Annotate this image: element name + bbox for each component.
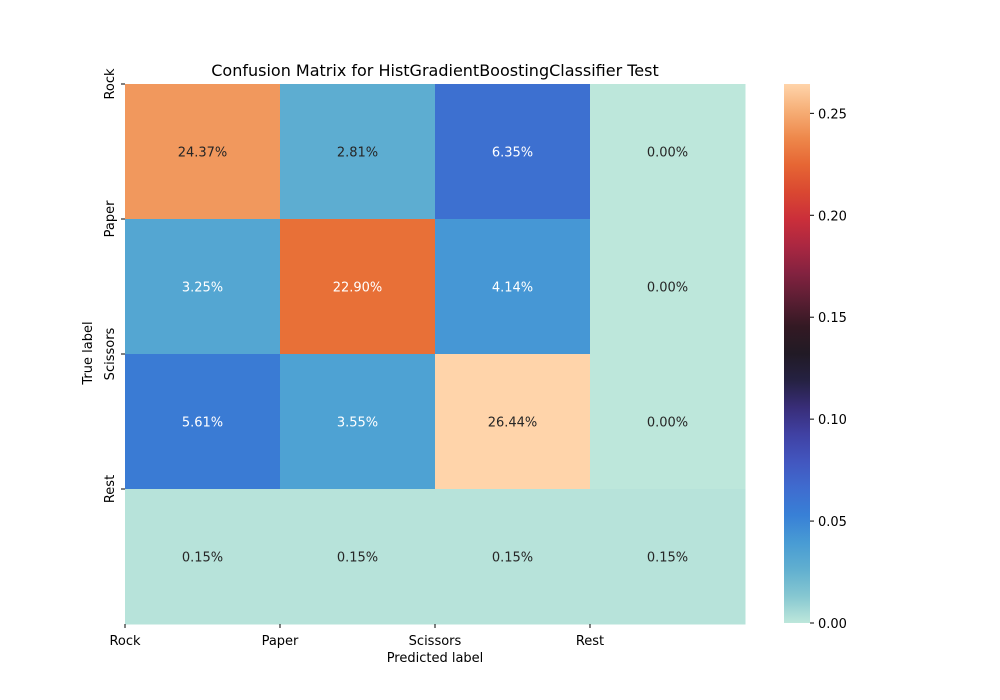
heatmap-cell-3-2	[435, 489, 591, 625]
heatmap-cells	[125, 84, 746, 625]
cell-annotation-3-0: 0.15%	[182, 551, 223, 566]
colorbar-tick-label-4: 0.20	[818, 209, 847, 224]
heatmap-cell-3-0	[125, 489, 281, 625]
heatmap-cell-2-0	[125, 354, 281, 490]
colorbar-tick-label-3: 0.15	[818, 311, 847, 326]
y-tick-label-2: Scissors	[103, 327, 118, 380]
y-tick-label-0: Rock	[103, 68, 118, 100]
cell-annotation-3-1: 0.15%	[337, 551, 378, 566]
cell-annotation-0-2: 6.35%	[492, 146, 533, 161]
heatmap-cell-0-2	[435, 84, 591, 220]
heatmap-annotations: 24.37% 2.81% 6.35% 0.00% 3.25% 22.90% 4.14% 0.0…	[178, 146, 688, 566]
cell-annotation-3-2: 0.15%	[492, 551, 533, 566]
heatmap-cell-3-1	[280, 489, 436, 625]
y-axis-label: True label	[81, 321, 96, 385]
cell-annotation-2-1: 3.55%	[337, 416, 378, 431]
heatmap-cell-1-2	[435, 219, 591, 355]
colorbar: 0.00 0.05 0.10 0.15 0.20 0.25	[784, 84, 847, 632]
cell-annotation-3-3: 0.15%	[647, 551, 688, 566]
heatmap-cell-3-3	[590, 489, 746, 625]
y-axis: Rock Paper Scissors Rest	[103, 68, 125, 503]
heatmap-cell-1-3	[590, 219, 746, 355]
x-axis: Rock Paper Scissors Rest	[109, 624, 604, 649]
heatmap-cell-0-0	[125, 84, 281, 220]
cell-annotation-0-3: 0.00%	[647, 146, 688, 161]
cell-annotation-2-3: 0.00%	[647, 416, 688, 431]
cell-annotation-2-2: 26.44%	[488, 416, 538, 431]
cell-annotation-0-0: 24.37%	[178, 146, 228, 161]
x-axis-label: Predicted label	[387, 651, 484, 666]
heatmap-cell-0-3	[590, 84, 746, 220]
heatmap-cell-1-1	[280, 219, 436, 355]
heatmap-cell-0-1	[280, 84, 436, 220]
x-tick-label-0: Rock	[109, 634, 141, 649]
heatmap-cell-2-2	[435, 354, 591, 490]
colorbar-tick-label-2: 0.10	[818, 413, 847, 428]
x-tick-label-1: Paper	[262, 634, 299, 649]
cell-annotation-0-1: 2.81%	[337, 146, 378, 161]
cell-annotation-1-1: 22.90%	[333, 281, 383, 296]
cell-annotation-1-0: 3.25%	[182, 281, 223, 296]
colorbar-tick-label-5: 0.25	[818, 107, 847, 122]
colorbar-ticks: 0.00 0.05 0.10 0.15 0.20 0.25	[810, 107, 847, 632]
cell-annotation-2-0: 5.61%	[182, 416, 223, 431]
y-tick-label-1: Paper	[103, 200, 118, 237]
heatmap-cell-1-0	[125, 219, 281, 355]
colorbar-tick-label-0: 0.00	[818, 617, 847, 632]
heatmap-cell-2-3	[590, 354, 746, 490]
colorbar-gradient	[784, 84, 810, 623]
cell-annotation-1-2: 4.14%	[492, 281, 533, 296]
cell-annotation-1-3: 0.00%	[647, 281, 688, 296]
colorbar-tick-label-1: 0.05	[818, 515, 847, 530]
heatmap-cell-2-1	[280, 354, 436, 490]
x-tick-label-2: Scissors	[409, 634, 462, 649]
chart-title: Confusion Matrix for HistGradientBoostin…	[211, 61, 658, 80]
y-tick-label-3: Rest	[103, 475, 118, 503]
x-tick-label-3: Rest	[576, 634, 604, 649]
